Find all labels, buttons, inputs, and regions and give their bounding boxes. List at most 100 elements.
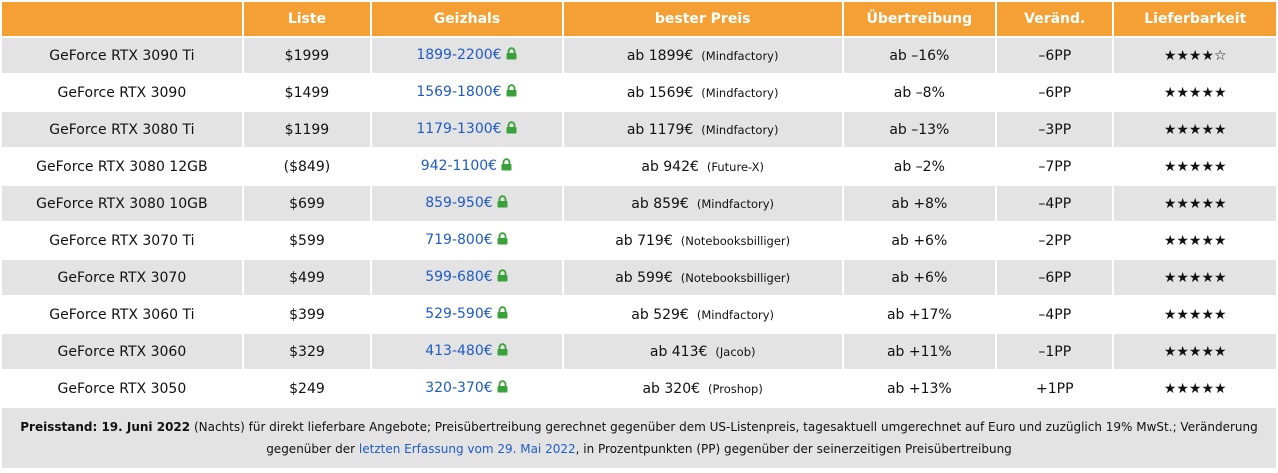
list-price: $329	[243, 334, 371, 369]
best-price-cell: ab 1179€ (Mindfactory)	[563, 112, 842, 147]
availability-stars: ★★★★★	[1114, 223, 1276, 258]
table-row: GeForce RTX 3070 $499 599-680€ ab 599€ (Note…	[2, 260, 1276, 295]
shop-name: (Jacob)	[715, 344, 756, 359]
best-price: ab 1899€	[626, 47, 694, 64]
shop-name: (Mindfactory)	[701, 85, 779, 100]
geizhals-range-link[interactable]: 859-950€	[425, 195, 493, 211]
geizhals-range-link[interactable]: 529-590€	[425, 306, 493, 322]
gpu-model: GeForce RTX 3060 Ti	[2, 297, 242, 332]
availability-stars: ★★★★★	[1114, 186, 1276, 221]
lock-icon	[496, 306, 509, 323]
geizhals-range-link[interactable]: 413-480€	[425, 343, 493, 359]
exaggeration: ab –13%	[843, 112, 996, 147]
availability-stars: ★★★★★	[1114, 260, 1276, 295]
gpu-model: GeForce RTX 3060	[2, 334, 242, 369]
geizhals-range-link[interactable]: 1899-2200€	[416, 47, 502, 63]
geizhals-cell: 1569-1800€	[372, 75, 562, 110]
geizhals-cell: 1179-1300€	[372, 112, 562, 147]
header-row: Liste Geizhals bester Preis Übertreibung…	[2, 2, 1276, 36]
table-row: GeForce RTX 3090 $1499 1569-1800€ ab 1569€ (…	[2, 75, 1276, 110]
geizhals-cell: 413-480€	[372, 334, 562, 369]
geizhals-range-link[interactable]: 1179-1300€	[416, 121, 502, 137]
change: –3PP	[997, 112, 1113, 147]
change: –4PP	[997, 186, 1113, 221]
best-price: ab 529€	[631, 306, 689, 323]
footer-note: Preisstand: 19. Juni 2022 (Nachts) für d…	[2, 408, 1276, 468]
header-change: Veränd.	[997, 2, 1113, 36]
change: –1PP	[997, 334, 1113, 369]
lock-icon	[496, 232, 509, 249]
geizhals-range-link[interactable]: 1569-1800€	[416, 84, 502, 100]
gpu-model: GeForce RTX 3050	[2, 371, 242, 406]
footer-date-label: Preisstand: 19. Juni 2022	[20, 420, 191, 434]
header-model	[2, 2, 242, 36]
shop-name: (Future-X)	[706, 159, 764, 174]
shop-name: (Mindfactory)	[696, 307, 775, 322]
table-row: GeForce RTX 3060 Ti $399 529-590€ ab 529€ (M…	[2, 297, 1276, 332]
geizhals-cell: 599-680€	[372, 260, 562, 295]
geizhals-range-link[interactable]: 320-370€	[425, 380, 493, 396]
price-table: Liste Geizhals bester Preis Übertreibung…	[2, 2, 1276, 406]
geizhals-range-link[interactable]: 599-680€	[425, 269, 493, 285]
list-price: ($849)	[243, 149, 371, 184]
exaggeration: ab –2%	[843, 149, 996, 184]
shop-name: (Notebooksbilliger)	[680, 233, 791, 248]
table-row: GeForce RTX 3080 12GB ($849) 942-1100€ ab 9…	[2, 149, 1276, 184]
gpu-model: GeForce RTX 3070 Ti	[2, 223, 242, 258]
lock-icon	[496, 195, 509, 212]
best-price: ab 1179€	[626, 121, 694, 138]
exaggeration: ab –8%	[843, 75, 996, 110]
exaggeration: ab +17%	[843, 297, 996, 332]
header-availability: Lieferbarkeit	[1114, 2, 1276, 36]
header-exaggeration: Übertreibung	[843, 2, 996, 36]
geizhals-cell: 1899-2200€	[372, 38, 562, 73]
lock-icon	[496, 343, 509, 360]
best-price-cell: ab 320€ (Proshop)	[563, 371, 842, 406]
shop-name: (Proshop)	[708, 381, 763, 396]
best-price-cell: ab 413€ (Jacob)	[563, 334, 842, 369]
header-list: Liste	[243, 2, 371, 36]
availability-stars: ★★★★★	[1114, 334, 1276, 369]
list-price: $1199	[243, 112, 371, 147]
exaggeration: ab +6%	[843, 223, 996, 258]
list-price: $399	[243, 297, 371, 332]
geizhals-cell: 942-1100€	[372, 149, 562, 184]
gpu-model: GeForce RTX 3070	[2, 260, 242, 295]
shop-name: (Notebooksbilliger)	[680, 270, 791, 285]
change: –6PP	[997, 260, 1113, 295]
best-price-cell: ab 529€ (Mindfactory)	[563, 297, 842, 332]
availability-stars: ★★★★★	[1114, 371, 1276, 406]
shop-name: (Mindfactory)	[696, 196, 775, 211]
lock-icon	[500, 158, 513, 175]
exaggeration: ab +6%	[843, 260, 996, 295]
gpu-model: GeForce RTX 3080 Ti	[2, 112, 242, 147]
table-row: GeForce RTX 3080 Ti $1199 1179-1300€ ab 117…	[2, 112, 1276, 147]
geizhals-range-link[interactable]: 942-1100€	[420, 158, 498, 174]
exaggeration: ab +13%	[843, 371, 996, 406]
change: +1PP	[997, 371, 1113, 406]
table-row: GeForce RTX 3050 $249 320-370€ ab 320€ (Pros…	[2, 371, 1276, 406]
list-price: $1999	[243, 38, 371, 73]
gpu-model: GeForce RTX 3080 12GB	[2, 149, 242, 184]
gpu-model: GeForce RTX 3080 10GB	[2, 186, 242, 221]
best-price: ab 859€	[631, 195, 689, 212]
availability-stars: ★★★★☆	[1114, 38, 1276, 73]
availability-stars: ★★★★★	[1114, 297, 1276, 332]
footer-link[interactable]: letzten Erfassung vom 29. Mai 2022	[358, 442, 576, 456]
list-price: $249	[243, 371, 371, 406]
geizhals-range-link[interactable]: 719-800€	[425, 232, 493, 248]
list-price: $599	[243, 223, 371, 258]
footer-text-1: (Nachts) für direkt lieferbare Angebote;…	[190, 420, 1258, 456]
header-best-price: bester Preis	[563, 2, 842, 36]
lock-icon	[496, 380, 509, 397]
geizhals-cell: 719-800€	[372, 223, 562, 258]
exaggeration: ab –16%	[843, 38, 996, 73]
availability-stars: ★★★★★	[1114, 112, 1276, 147]
best-price: ab 1569€	[626, 84, 694, 101]
best-price-cell: ab 1899€ (Mindfactory)	[563, 38, 842, 73]
best-price-cell: ab 1569€ (Mindfactory)	[563, 75, 842, 110]
best-price-cell: ab 719€ (Notebooksbilliger)	[563, 223, 842, 258]
exaggeration: ab +11%	[843, 334, 996, 369]
best-price: ab 599€	[615, 269, 673, 286]
best-price-cell: ab 859€ (Mindfactory)	[563, 186, 842, 221]
